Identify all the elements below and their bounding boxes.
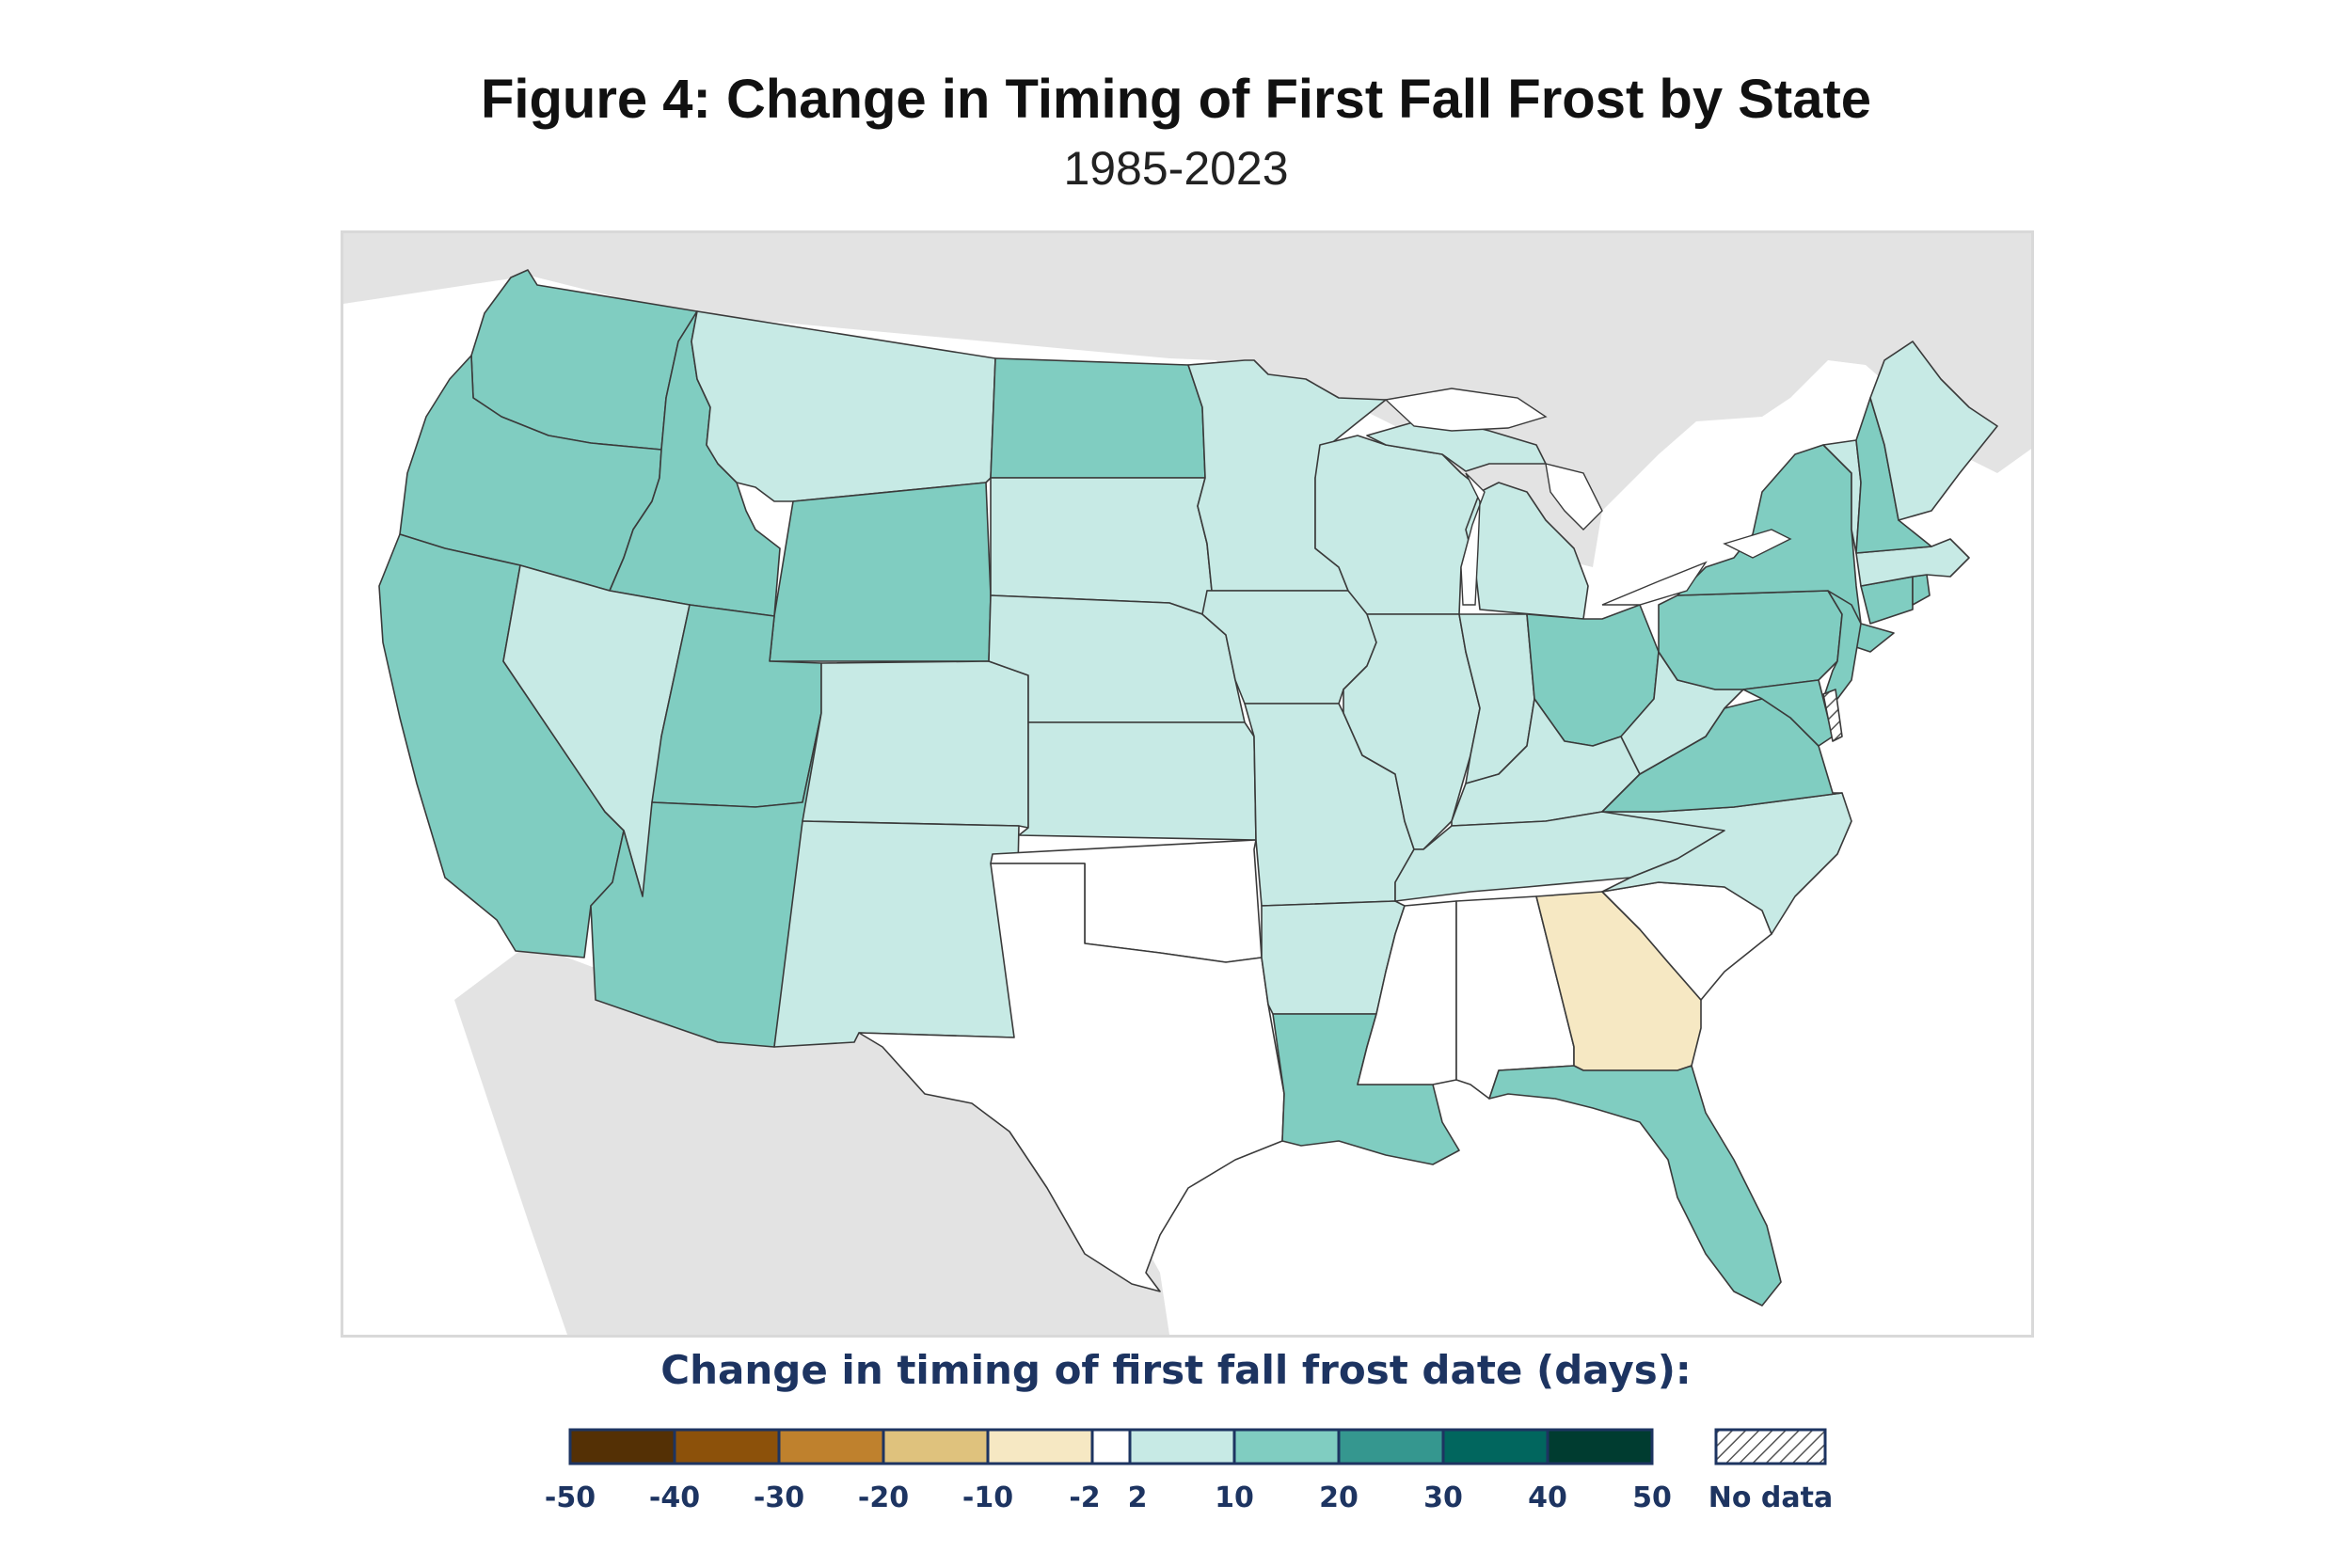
state-az [590, 712, 822, 1048]
state-wy [769, 482, 992, 662]
legend-tick-label: 50 [1632, 1481, 1672, 1514]
legend-bin [1232, 1428, 1341, 1465]
legend-tick-label: 2 [1128, 1481, 1148, 1514]
no-data-label: No data [1708, 1481, 1833, 1514]
legend-bin [1128, 1428, 1236, 1465]
no-data-swatch [1714, 1428, 1827, 1465]
legend-tick-label: -40 [649, 1481, 700, 1514]
legend-bin [673, 1428, 781, 1465]
states-layer [378, 269, 1998, 1307]
legend-bin [777, 1428, 885, 1465]
legend-bins [568, 1428, 1654, 1465]
state-de [1822, 689, 1843, 742]
state-pa [1658, 590, 1843, 690]
figure-title: Figure 4: Change in Timing of First Fall… [480, 69, 1872, 130]
state-ks [1018, 721, 1257, 841]
legend-tick-label: -30 [754, 1481, 804, 1514]
great-lake-1 [1384, 388, 1548, 432]
legend-tick-label: 20 [1319, 1481, 1359, 1514]
legend-bin [1090, 1428, 1132, 1465]
state-ri [1912, 574, 1931, 606]
great-lake-4 [1601, 561, 1708, 606]
legend-tick-label: -2 [1069, 1481, 1100, 1514]
map-frame [341, 230, 2034, 1338]
legend-bin [568, 1428, 676, 1465]
legend: -50 -40 -30 -20 -10 -2 2 10 20 30 40 50 No data [545, 1428, 1833, 1514]
legend-title: Change in timing of first fall frost dat… [660, 1347, 1692, 1393]
legend-bin [1337, 1428, 1445, 1465]
legend-tick-label: -50 [545, 1481, 596, 1514]
state-co [802, 660, 1029, 829]
legend-bin [986, 1428, 1094, 1465]
state-md [1742, 679, 1834, 747]
legend-tick-label: 40 [1528, 1481, 1567, 1514]
legend-tick-label: -10 [962, 1481, 1013, 1514]
great-lake-3 [1545, 463, 1603, 531]
us-state-map [343, 233, 2031, 1335]
legend-bin [882, 1428, 990, 1465]
state-fl [1488, 1065, 1782, 1307]
legend-tick-label: 30 [1423, 1481, 1463, 1514]
great-lake-2 [1460, 472, 1486, 606]
legend-tick-labels: -50 -40 -30 -20 -10 -2 2 10 20 30 40 50 [545, 1481, 1672, 1514]
legend-bin [1441, 1428, 1549, 1465]
mexico-land [454, 943, 1169, 1335]
figure-subtitle: 1985-2023 [1063, 142, 1289, 195]
legend-tick-label: -20 [858, 1481, 909, 1514]
state-ne [988, 594, 1246, 723]
state-ms [1357, 900, 1457, 1085]
state-tx [858, 863, 1285, 1292]
canada-land [343, 233, 2031, 567]
legend-tick-label: 10 [1215, 1481, 1254, 1514]
state-nm [773, 820, 1020, 1048]
background-land [343, 233, 2031, 1335]
state-sd [990, 477, 1213, 615]
state-me [1869, 341, 1998, 521]
state-mt [691, 310, 996, 502]
legend-bin [1546, 1428, 1654, 1465]
great-lake-5 [1723, 529, 1792, 559]
state-nd [990, 357, 1206, 479]
